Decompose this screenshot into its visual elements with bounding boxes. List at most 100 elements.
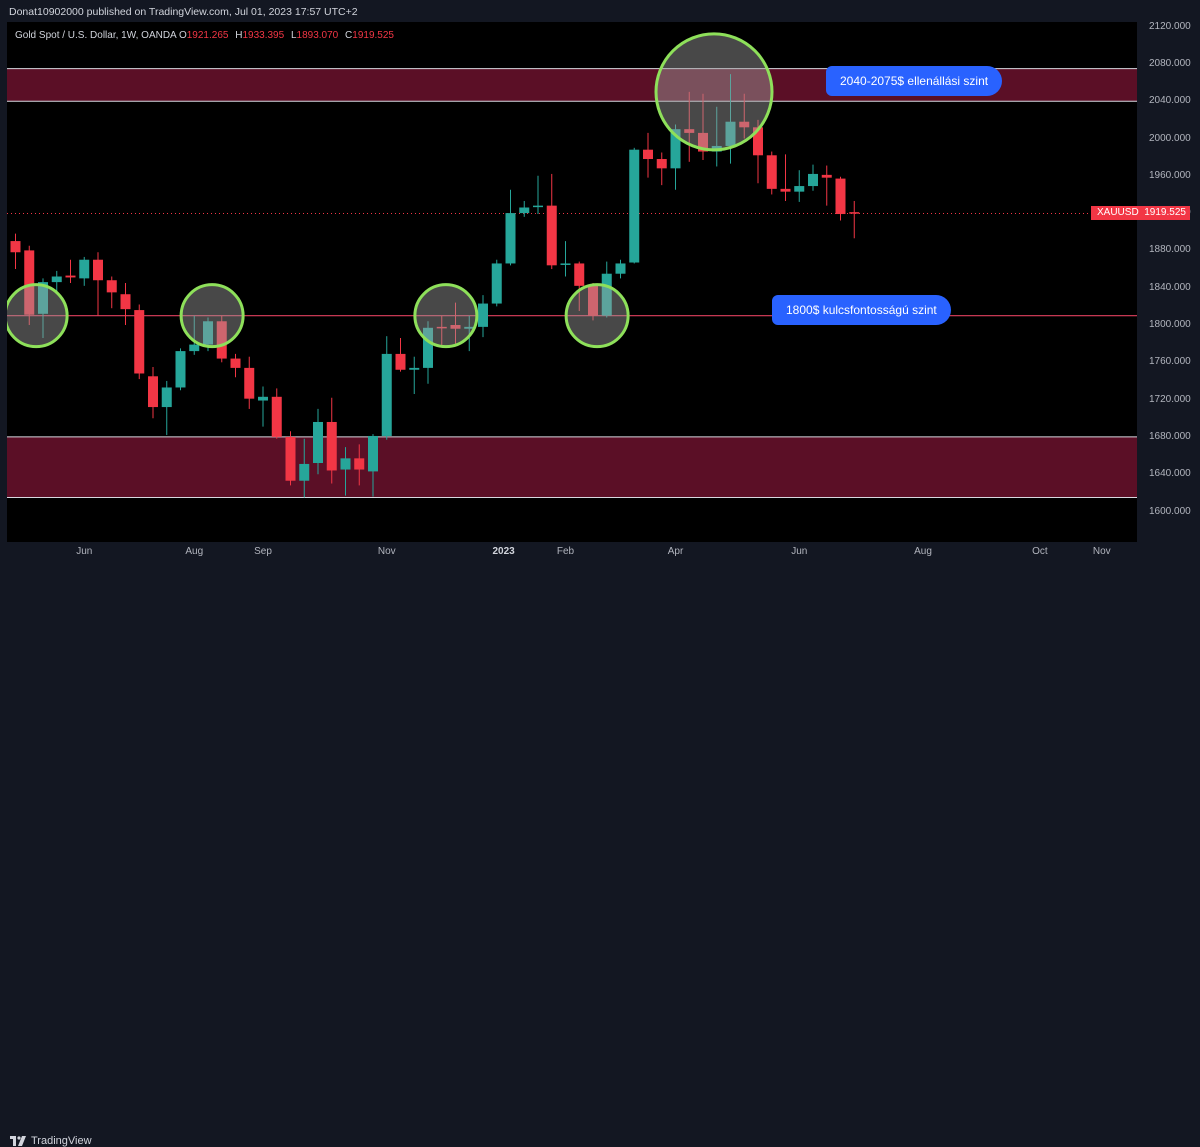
candle-body [491, 263, 502, 304]
candle-body [175, 351, 186, 388]
tradingview-brand[interactable]: TradingView [10, 1135, 92, 1147]
candle-body [739, 121, 750, 128]
last-price-value: 1919.525 [1144, 207, 1186, 218]
candle [161, 380, 172, 436]
candle [216, 315, 227, 363]
candle-body [560, 263, 571, 265]
price-tick-label: 1760.000 [1149, 356, 1191, 368]
candle-body [354, 458, 365, 470]
symbol-description: Gold Spot / U.S. Dollar, 1W, OANDA [15, 30, 177, 41]
candle [423, 321, 433, 384]
price-tick-label: 1680.000 [1149, 430, 1191, 442]
chart-legend: Gold Spot / U.S. Dollar, 1W, OANDA O1921… [15, 30, 398, 41]
candle [808, 164, 818, 191]
candle-body [794, 186, 805, 192]
candle-body [93, 259, 103, 281]
candle [849, 200, 860, 239]
candle-body [79, 259, 90, 279]
candle-body [271, 396, 282, 437]
candle-body [615, 263, 626, 274]
candle [478, 295, 488, 338]
candlestick-chart[interactable] [7, 22, 1137, 542]
chart-area[interactable] [7, 22, 1137, 542]
candle [368, 434, 378, 497]
candle-body [588, 285, 598, 316]
brand-name: TradingView [31, 1135, 92, 1147]
candle [38, 278, 48, 339]
candle [505, 189, 516, 266]
price-tick-label: 1600.000 [1149, 505, 1191, 517]
candle-body [161, 387, 172, 408]
candle-body [106, 280, 117, 293]
candle [148, 366, 158, 419]
candle [51, 270, 62, 292]
candle [560, 241, 571, 277]
time-tick-label: Jun [791, 546, 808, 557]
price-axis[interactable] [1137, 22, 1200, 542]
candle-body [38, 282, 48, 314]
candle-body [821, 174, 832, 178]
candle-body [698, 132, 708, 152]
key-level-annotation[interactable]: 1800$ kulcsfontosságú szint [772, 295, 951, 325]
candle-body [285, 436, 296, 481]
time-tick-label: Nov [377, 546, 396, 557]
candle [326, 397, 337, 484]
candle-body [808, 173, 818, 187]
candle [739, 93, 750, 139]
candle [615, 259, 626, 279]
price-tick-label: 1800.000 [1149, 319, 1191, 330]
close-value: 1919.525 [352, 30, 394, 41]
resistance-annotation[interactable]: 2040-2075$ ellenállási szint [826, 66, 1003, 96]
candle-body [725, 121, 736, 146]
candle-body [450, 325, 461, 329]
candle [271, 388, 282, 439]
time-tick-label: Oct [1032, 546, 1048, 557]
candle [409, 356, 420, 395]
time-tick-label: 2023 [492, 546, 515, 557]
candle [643, 132, 653, 178]
candle-body [574, 263, 585, 286]
candle [189, 315, 200, 355]
price-tick-label: 1640.000 [1149, 468, 1191, 480]
candle-body [395, 353, 406, 370]
candle [766, 151, 777, 195]
highlight-circle [654, 32, 774, 152]
tradingview-logo-icon [10, 1136, 26, 1146]
price-tick-label: 1880.000 [1149, 244, 1191, 256]
candle [134, 304, 145, 380]
low-label: L [290, 30, 297, 41]
candle [381, 336, 392, 440]
high-label: H [235, 30, 243, 41]
time-tick-label: Nov [1092, 546, 1111, 557]
candle [684, 91, 695, 162]
candle [106, 276, 117, 309]
time-tick-label: Sep [254, 546, 272, 557]
key-level-annotation-text: 1800$ kulcsfontosságú szint [786, 303, 937, 317]
candle [285, 431, 296, 486]
highlight-circle [7, 283, 69, 349]
candle-body [216, 321, 227, 359]
candle [93, 252, 103, 316]
candle-body [313, 421, 323, 464]
open-label: O [178, 30, 187, 41]
low-value: 1893.070 [296, 30, 339, 41]
candle-body [189, 344, 200, 352]
candle [491, 259, 502, 307]
candle-body [299, 463, 310, 481]
footer-bar: TradingView [0, 563, 1200, 1147]
candle [120, 283, 131, 325]
candle-body [478, 303, 488, 327]
candle [546, 173, 557, 270]
candle [65, 259, 76, 284]
time-axis[interactable] [7, 542, 1137, 563]
candle-body [148, 376, 158, 408]
candle-body [753, 127, 763, 156]
last-price-symbol: XAUUSD [1097, 207, 1139, 218]
time-tick-label: Apr [667, 546, 684, 557]
highlight-circle [413, 283, 479, 349]
candle-body [505, 213, 516, 264]
candle-body [670, 129, 681, 169]
published-info: Donat10902000 published on TradingView.c… [9, 6, 358, 18]
candle [436, 315, 447, 348]
candle-body [10, 241, 21, 253]
